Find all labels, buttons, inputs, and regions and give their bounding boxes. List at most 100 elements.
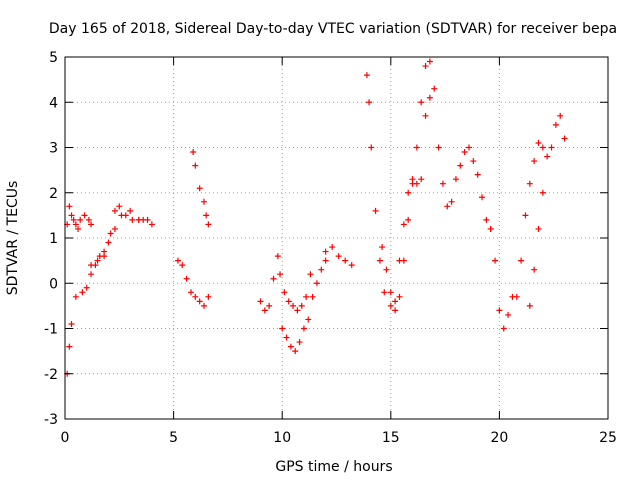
data-point bbox=[285, 298, 292, 305]
y-tick-label: 4 bbox=[49, 95, 58, 111]
data-point bbox=[465, 144, 472, 151]
data-point bbox=[387, 302, 394, 309]
data-point bbox=[366, 99, 373, 106]
data-point bbox=[381, 289, 388, 296]
series-arc-h bbox=[322, 244, 355, 269]
data-point bbox=[496, 307, 503, 314]
data-point bbox=[544, 153, 551, 160]
data-point bbox=[431, 85, 438, 92]
data-point bbox=[122, 212, 129, 219]
data-point bbox=[190, 149, 197, 156]
data-point bbox=[266, 302, 273, 309]
data-point bbox=[392, 307, 399, 314]
data-point bbox=[72, 293, 79, 300]
data-point bbox=[111, 225, 118, 232]
data-point bbox=[88, 221, 95, 228]
data-point bbox=[261, 307, 268, 314]
data-point bbox=[500, 325, 507, 332]
data-point bbox=[75, 225, 82, 232]
y-tick-label: 3 bbox=[49, 141, 58, 157]
data-point bbox=[526, 302, 533, 309]
data-point bbox=[83, 284, 90, 291]
data-point bbox=[435, 144, 442, 151]
data-point bbox=[444, 203, 451, 210]
x-tick-label: 20 bbox=[490, 430, 508, 446]
data-point bbox=[66, 203, 73, 210]
data-point bbox=[77, 216, 84, 223]
series-arc-j bbox=[379, 63, 433, 314]
data-point bbox=[348, 262, 355, 269]
data-point bbox=[492, 257, 499, 264]
data-point bbox=[313, 280, 320, 287]
data-point bbox=[487, 225, 494, 232]
y-tick-label: -2 bbox=[44, 367, 58, 383]
data-point bbox=[140, 216, 147, 223]
data-point bbox=[290, 302, 297, 309]
data-point bbox=[88, 271, 95, 278]
x-tick-label: 25 bbox=[599, 430, 617, 446]
data-point bbox=[309, 293, 316, 300]
data-point bbox=[101, 253, 108, 260]
data-point bbox=[342, 257, 349, 264]
data-point bbox=[205, 221, 212, 228]
x-axis-label: GPS time / hours bbox=[275, 459, 392, 475]
data-point bbox=[201, 198, 208, 205]
data-point bbox=[179, 262, 186, 269]
y-tick-label: 1 bbox=[49, 231, 58, 247]
data-point bbox=[372, 207, 379, 214]
data-point bbox=[426, 94, 433, 101]
data-point bbox=[418, 99, 425, 106]
data-series bbox=[64, 58, 568, 377]
data-point bbox=[287, 343, 294, 350]
x-tick-label: 15 bbox=[382, 430, 400, 446]
y-tick-label: -1 bbox=[44, 322, 58, 338]
data-point bbox=[483, 216, 490, 223]
data-point bbox=[422, 63, 429, 70]
data-point bbox=[85, 216, 92, 223]
data-point bbox=[183, 275, 190, 282]
data-point bbox=[522, 212, 529, 219]
data-point bbox=[383, 266, 390, 273]
data-point bbox=[298, 302, 305, 309]
data-point bbox=[274, 253, 281, 260]
data-point bbox=[88, 262, 95, 269]
data-point bbox=[518, 257, 525, 264]
data-point bbox=[368, 144, 375, 151]
data-point bbox=[305, 316, 312, 323]
x-tick-label: 5 bbox=[169, 430, 178, 446]
y-tick-label: 0 bbox=[49, 276, 58, 292]
data-point bbox=[203, 212, 210, 219]
series-arc-d bbox=[174, 257, 212, 309]
data-point bbox=[111, 207, 118, 214]
data-point bbox=[552, 121, 559, 128]
data-point bbox=[457, 162, 464, 169]
data-point bbox=[148, 221, 155, 228]
axis-ticks: 0 5 10 15 20 25 -3 -2 -1 0 1 2 3 4 5 bbox=[44, 50, 617, 446]
data-point bbox=[68, 320, 75, 327]
data-point bbox=[281, 289, 288, 296]
series-arc-c bbox=[88, 203, 147, 269]
data-point bbox=[116, 203, 123, 210]
data-point bbox=[205, 293, 212, 300]
grid bbox=[65, 57, 608, 419]
data-point bbox=[81, 212, 88, 219]
data-point bbox=[539, 144, 546, 151]
data-point bbox=[318, 266, 325, 273]
series-arc-l bbox=[526, 189, 546, 309]
series-arc-k bbox=[487, 112, 568, 332]
data-point bbox=[513, 293, 520, 300]
data-point bbox=[400, 221, 407, 228]
series-arc-g bbox=[277, 271, 314, 314]
data-point bbox=[201, 302, 208, 309]
data-point bbox=[257, 298, 264, 305]
data-point bbox=[474, 171, 481, 178]
data-point bbox=[557, 112, 564, 119]
data-point bbox=[531, 266, 538, 273]
data-point bbox=[107, 230, 114, 237]
y-tick-label: 2 bbox=[49, 186, 58, 202]
data-point bbox=[196, 298, 203, 305]
data-point bbox=[296, 339, 303, 346]
data-point bbox=[505, 311, 512, 318]
data-point bbox=[422, 112, 429, 119]
